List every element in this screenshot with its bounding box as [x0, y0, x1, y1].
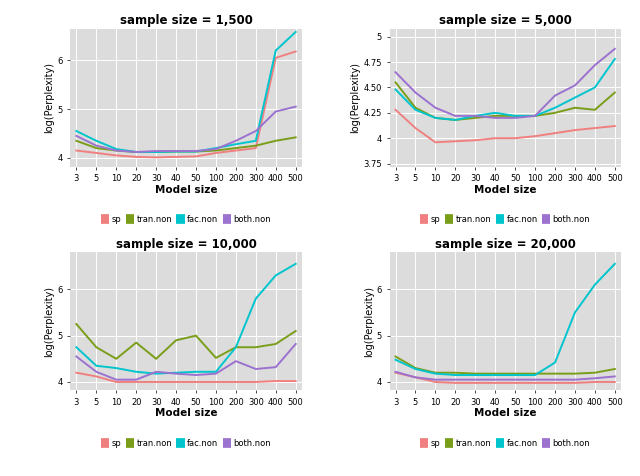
Legend: sp, tran.non, fac.non, both.non: sp, tran.non, fac.non, both.non	[101, 215, 271, 224]
Legend: sp, tran.non, fac.non, both.non: sp, tran.non, fac.non, both.non	[101, 439, 271, 447]
Title: sample size = 5,000: sample size = 5,000	[439, 14, 572, 28]
Title: sample size = 20,000: sample size = 20,000	[435, 238, 575, 251]
Legend: sp, tran.non, fac.non, both.non: sp, tran.non, fac.non, both.non	[420, 215, 590, 224]
Y-axis label: log(Perplexity): log(Perplexity)	[45, 62, 54, 133]
Y-axis label: log(Perplexity): log(Perplexity)	[351, 62, 360, 133]
Legend: sp, tran.non, fac.non, both.non: sp, tran.non, fac.non, both.non	[420, 439, 590, 447]
Y-axis label: log(Perplexity): log(Perplexity)	[364, 286, 374, 357]
X-axis label: Model size: Model size	[155, 408, 218, 418]
Y-axis label: log(Perplexity): log(Perplexity)	[45, 286, 54, 357]
Title: sample size = 10,000: sample size = 10,000	[116, 238, 257, 251]
X-axis label: Model size: Model size	[155, 185, 218, 195]
X-axis label: Model size: Model size	[474, 408, 536, 418]
X-axis label: Model size: Model size	[474, 185, 536, 195]
Title: sample size = 1,500: sample size = 1,500	[120, 14, 252, 28]
